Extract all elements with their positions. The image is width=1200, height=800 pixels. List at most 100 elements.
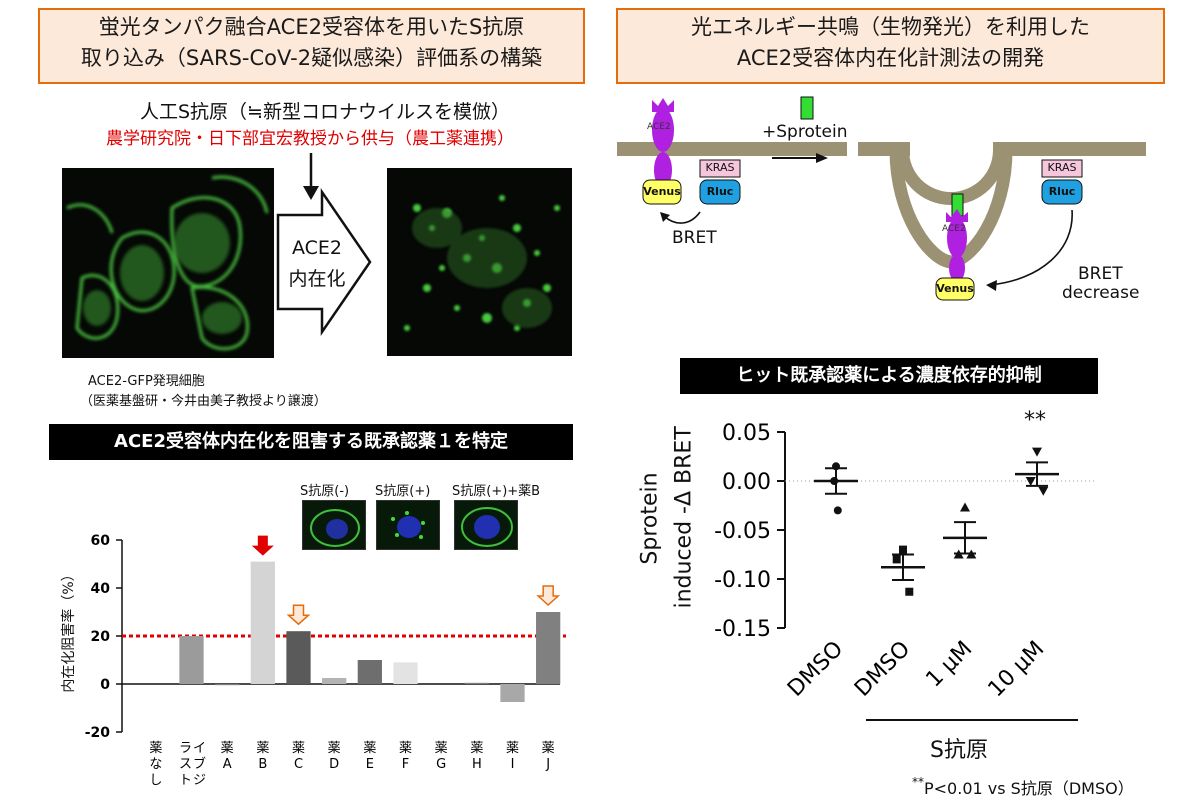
bar-tick-label: A [223, 757, 232, 772]
bar-3 [250, 561, 275, 684]
bar-tick-label: ラ [179, 741, 192, 756]
thumb-antigen [376, 500, 440, 550]
right-banner: ヒット既承認薬による濃度依存的抑制 [680, 358, 1098, 394]
point-2 [960, 502, 970, 512]
bar-tick-label-2: ブ [193, 756, 206, 772]
scatter-ytick-label: 0.05 [722, 421, 771, 446]
scatter-ytick-label: -0.15 [714, 617, 771, 642]
bar-tick-label: J [545, 757, 550, 772]
significance-stars: ** [1024, 408, 1046, 433]
point-0 [830, 477, 839, 485]
scatter-ylabel-line2: induced -Δ BRET [671, 426, 697, 609]
outline-highlight-arrow [286, 604, 311, 626]
bar-5 [322, 678, 347, 684]
bar-tick-label: ス [179, 757, 192, 772]
left-title-box: 蛍光タンパク融合ACE2受容体を用いたS抗原 取り込み（SARS-CoV-2疑似… [38, 8, 585, 84]
thumb-label-1: S抗原(+) [375, 484, 431, 499]
bret-arrow [663, 211, 701, 224]
point-0 [832, 462, 840, 471]
rluc-left [699, 179, 741, 205]
bar-tick-label: 薬 [328, 741, 341, 756]
thumb-no-antigen [302, 500, 366, 550]
bar-tick-label: ト [179, 773, 192, 788]
bar-ytick-label: -20 [85, 725, 111, 741]
bar-tick-label: し [149, 773, 162, 788]
bar-6 [357, 660, 382, 684]
scatter-ytick-label: 0.00 [722, 470, 771, 495]
point-2 [953, 549, 964, 559]
point-3 [1038, 486, 1049, 496]
footnote-text: P<0.01 vs S抗原（DMSO） [924, 779, 1134, 798]
bar-ytick-label: 0 [100, 677, 110, 693]
thumb-antigen-drug-b [454, 500, 518, 550]
bar-tick-label: 薬 [292, 741, 305, 756]
scatter-ytick-label: -0.05 [714, 519, 771, 544]
rluc-label-left: Rluc [706, 185, 734, 198]
scatter-ylabel-line1: Sprotein [637, 472, 663, 565]
bar-tick-label: G [436, 757, 446, 772]
antigen-source: 農学研究院・日下部宜宏教授から供与（農工薬連携） [106, 129, 514, 149]
red-highlight-arrow [251, 535, 274, 556]
point-1 [899, 545, 907, 554]
scatter-x-label: DMSO [850, 637, 915, 702]
bar-tick-label: E [366, 757, 374, 772]
right-title-line2: ACE2受容体内在化計測法の開発 [736, 46, 1045, 70]
bar-tick-label: C [294, 757, 303, 772]
venus-label-right: Venus [936, 282, 974, 295]
sprotein-block [800, 96, 814, 120]
scatter-x-label: 10 μM [984, 637, 1050, 703]
footnote-stars: ** [912, 775, 924, 789]
bar-tick-label: D [329, 757, 339, 772]
bar-11 [536, 612, 561, 684]
bar-tick-label: 薬 [506, 741, 519, 756]
point-1 [892, 555, 901, 564]
bar-2 [215, 684, 240, 686]
rluc-right [1041, 179, 1083, 205]
cell-caption-line2: （医薬基盤研・今井由美子教授より譲渡） [80, 394, 327, 409]
point-0 [833, 506, 842, 515]
bar-tick-label: 薬 [435, 741, 448, 756]
bar-tick-label: 薬 [363, 741, 376, 756]
point-3 [1032, 447, 1042, 457]
bar-1 [179, 636, 204, 684]
bar-7 [393, 662, 418, 684]
left-banner: ACE2受容体内在化を阻害する既承認薬１を特定 [49, 424, 573, 460]
antigen-heading: 人工S抗原（≒新型コロナウイルスを模倣） [139, 101, 510, 123]
bar-tick-label: な [149, 757, 162, 772]
bar-tick-label: I [511, 757, 515, 772]
rluc-label-right: Rluc [1048, 185, 1076, 198]
ace2-receptor-left [652, 98, 674, 188]
thumb-label-0: S抗原(-) [300, 484, 350, 499]
kras-left [699, 159, 741, 178]
microscopy-after [387, 168, 572, 356]
point-1 [905, 587, 914, 596]
venus-right [935, 277, 975, 301]
bret-decrease-arrow [989, 209, 1073, 286]
arrow-label-line2: 内在化 [288, 268, 346, 290]
membrane-left [617, 142, 847, 156]
point-2 [966, 549, 977, 559]
group-label: S抗原 [930, 738, 988, 763]
bar-tick-label: 薬 [221, 741, 234, 756]
ace2-label-right: ACE2 [942, 224, 966, 234]
bar-tick-label: 薬 [149, 741, 162, 756]
outline-highlight-arrow [536, 585, 561, 607]
ace2-receptor-internalized [946, 193, 968, 282]
right-title-box: 光エネルギー共鳴（生物発光）を利用した ACE2受容体内在化計測法の開発 [616, 8, 1165, 84]
bar-9 [464, 682, 489, 684]
bar-tick-label: 薬 [399, 741, 412, 756]
sprotein-label: +Sprotein [762, 122, 848, 142]
kras-right [1041, 159, 1083, 178]
venus-label-left: Venus [643, 185, 681, 198]
bar-10 [500, 684, 525, 702]
left-title-line1: 蛍光タンパク融合ACE2受容体を用いたS抗原 [98, 15, 525, 39]
bret-decrease-label-2: decrease [1062, 283, 1140, 303]
bar-4 [286, 631, 311, 684]
bret-decrease-label-1: BRET [1078, 264, 1123, 284]
kras-label-right: KRAS [1047, 161, 1077, 174]
scatter-x-label: DMSO [783, 637, 848, 702]
bret-label: BRET [672, 228, 717, 248]
